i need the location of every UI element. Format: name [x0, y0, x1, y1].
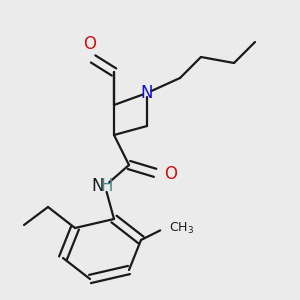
Text: O: O	[83, 35, 97, 53]
Text: O: O	[164, 165, 177, 183]
Text: CH$_3$: CH$_3$	[169, 220, 194, 236]
Text: H: H	[100, 177, 112, 195]
Text: N: N	[91, 177, 103, 195]
Text: N: N	[141, 84, 153, 102]
